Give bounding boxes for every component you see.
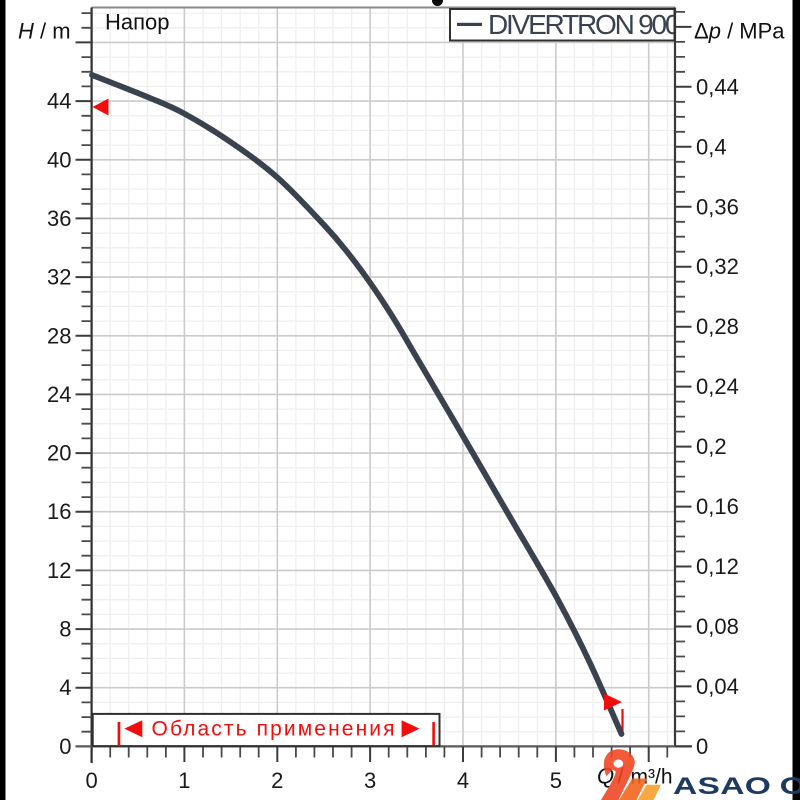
svg-text:8: 8 [59,617,71,642]
svg-text:0,12: 0,12 [696,554,739,579]
svg-text:0,2: 0,2 [696,434,727,459]
svg-text:Δp / MPa: Δp / MPa [694,19,785,44]
svg-text:ASAOO: ASAOO [673,773,800,799]
svg-text:0,4: 0,4 [696,134,727,159]
svg-text:36: 36 [47,206,71,231]
svg-text:16: 16 [47,499,71,524]
svg-text:1: 1 [178,768,190,793]
svg-text:0: 0 [59,734,71,759]
svg-text:20: 20 [47,441,71,466]
svg-text:2: 2 [271,768,283,793]
svg-text:4: 4 [59,675,71,700]
svg-text:0,28: 0,28 [696,314,739,339]
svg-text:0: 0 [696,734,708,759]
svg-text:5: 5 [550,768,562,793]
svg-text:0,32: 0,32 [696,254,739,279]
svg-text:28: 28 [47,323,71,348]
svg-text:24: 24 [47,382,71,407]
svg-text:0,16: 0,16 [696,494,739,519]
svg-text:44: 44 [47,89,71,114]
svg-text:H / m: H / m [18,19,71,44]
svg-text:Область применения: Область применения [152,718,395,741]
svg-text:0: 0 [85,768,97,793]
svg-text:4: 4 [457,768,469,793]
svg-text:12: 12 [47,558,71,583]
svg-text:0,44: 0,44 [696,74,739,99]
svg-text:32: 32 [47,265,71,290]
svg-text:0,36: 0,36 [696,194,739,219]
svg-text:0,24: 0,24 [696,374,739,399]
svg-text:DIVERTRON 900: DIVERTRON 900 [488,9,680,40]
svg-text:3: 3 [364,768,376,793]
svg-text:Напор: Напор [105,10,170,35]
svg-text:0,08: 0,08 [696,614,739,639]
svg-text:0,04: 0,04 [696,674,739,699]
svg-text:40: 40 [47,147,71,172]
